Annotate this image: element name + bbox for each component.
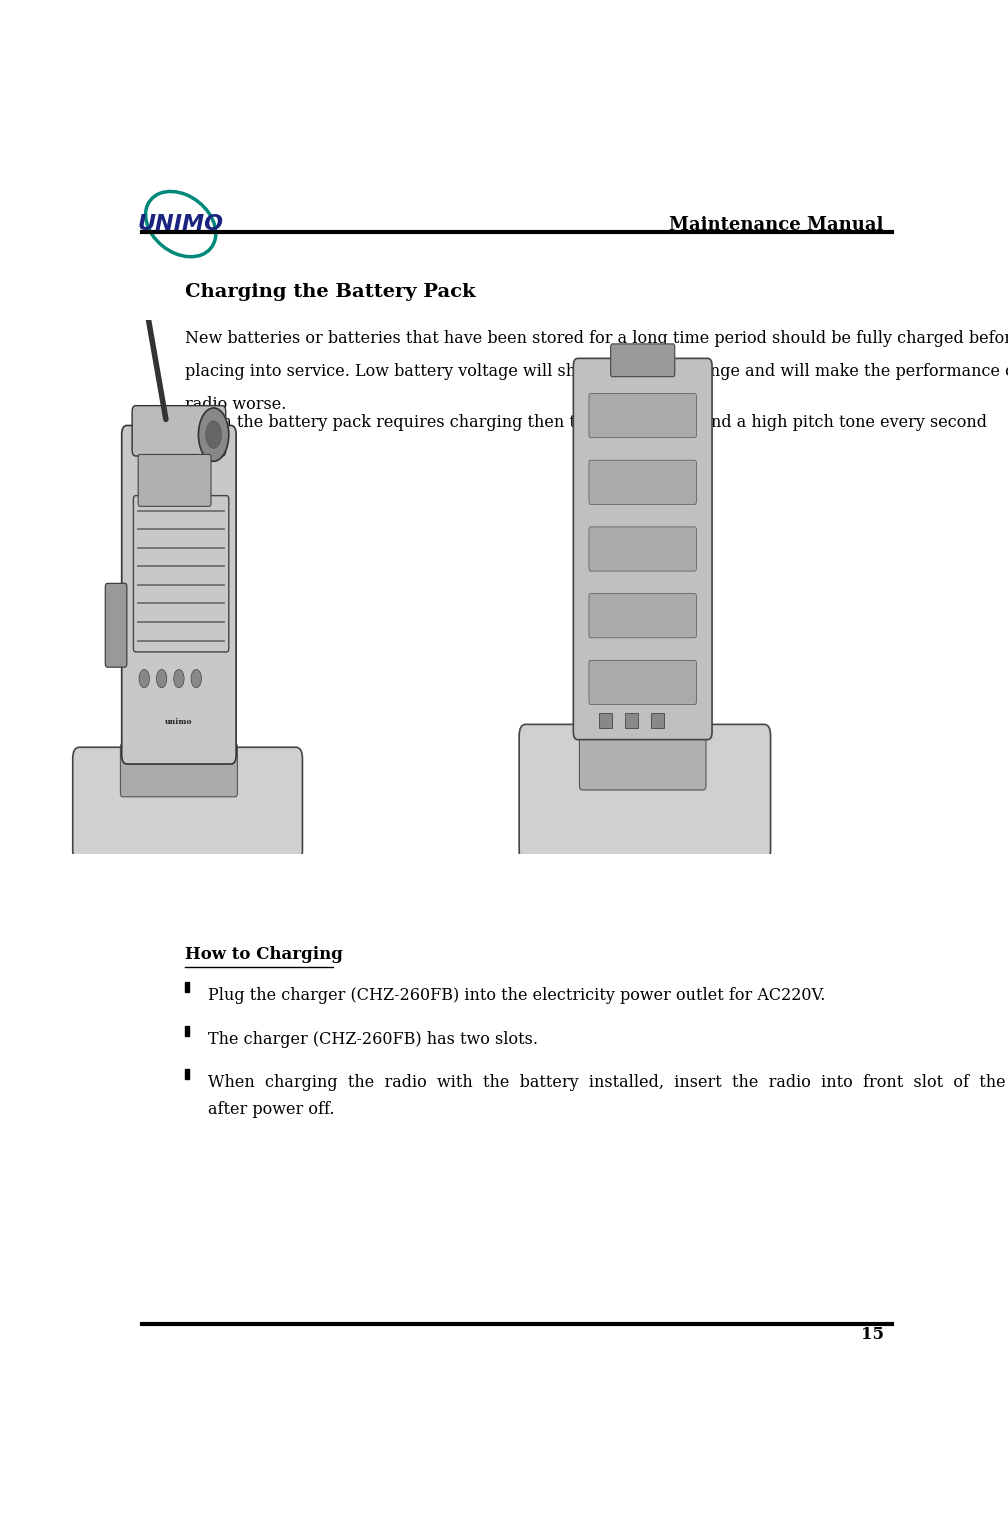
Circle shape [156, 669, 166, 688]
Text: When the battery pack requires charging then the radio will sound a high pitch t: When the battery pack requires charging … [184, 415, 987, 432]
Bar [184, 982, 190, 993]
Circle shape [192, 669, 202, 688]
FancyBboxPatch shape [589, 660, 697, 705]
FancyBboxPatch shape [574, 358, 712, 740]
Text: Plug the charger (CHZ-260FB) into the electricity power outlet for AC220V.: Plug the charger (CHZ-260FB) into the el… [208, 987, 826, 1005]
Text: UNIMO: UNIMO [138, 214, 224, 235]
FancyBboxPatch shape [589, 393, 697, 438]
Text: The charger (CHZ-260FB) has two slots.: The charger (CHZ-260FB) has two slots. [208, 1031, 538, 1048]
Bar [625, 714, 638, 729]
Text: placing into service. Low battery voltage will shorten the talk range and will m: placing into service. Low battery voltag… [184, 363, 1008, 380]
Text: after power off.: after power off. [208, 1101, 335, 1118]
Text: unimo: unimo [165, 718, 193, 726]
Circle shape [206, 421, 222, 448]
FancyBboxPatch shape [589, 528, 697, 570]
Text: How to Charging: How to Charging [184, 946, 348, 964]
FancyBboxPatch shape [519, 724, 770, 862]
Text: When  charging  the  radio  with  the  battery  installed,  insert  the  radio  : When charging the radio with the battery… [208, 1074, 1008, 1092]
FancyBboxPatch shape [73, 747, 302, 862]
FancyBboxPatch shape [611, 345, 674, 377]
FancyBboxPatch shape [138, 454, 211, 506]
Bar [184, 1069, 190, 1080]
FancyBboxPatch shape [580, 720, 706, 790]
Text: Maintenance Manual: Maintenance Manual [669, 217, 884, 233]
Bar [651, 714, 664, 729]
Bar [184, 1026, 190, 1035]
Bar [600, 714, 612, 729]
Text: 15: 15 [861, 1327, 884, 1344]
Text: New batteries or batteries that have been stored for a long time period should b: New batteries or batteries that have bee… [184, 329, 1008, 346]
FancyBboxPatch shape [120, 744, 238, 796]
Text: radio worse.: radio worse. [184, 395, 286, 413]
FancyBboxPatch shape [589, 461, 697, 505]
Circle shape [199, 407, 229, 461]
FancyBboxPatch shape [132, 406, 226, 456]
Circle shape [173, 669, 184, 688]
Text: Charging the Battery Pack: Charging the Battery Pack [184, 282, 475, 300]
FancyBboxPatch shape [589, 593, 697, 637]
FancyBboxPatch shape [105, 583, 127, 668]
FancyBboxPatch shape [122, 425, 236, 764]
Circle shape [139, 669, 149, 688]
